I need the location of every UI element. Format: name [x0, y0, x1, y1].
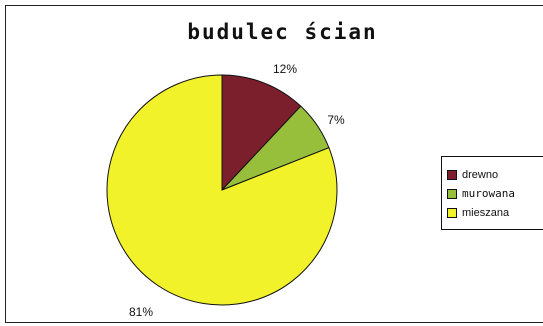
legend-swatch-drewno: [447, 169, 457, 180]
pie-slice-drewno: [221, 74, 302, 192]
legend-item-drewno: drewno: [447, 165, 543, 184]
legend-label-mieszana: mieszana: [462, 206, 510, 219]
legend-swatch-murowana: [447, 188, 457, 199]
legend-label-murowana: murowana: [462, 187, 515, 200]
slice-label-murowana: 7%: [327, 113, 345, 127]
chart-title: budulec ścian: [187, 20, 378, 44]
legend-swatch-mieszana: [447, 207, 457, 218]
legend-item-mieszana: mieszana: [447, 203, 543, 222]
slice-label-mieszana: 81%: [129, 305, 153, 319]
slice-label-drewno: 12%: [273, 62, 297, 76]
chart-legend: drewno murowana mieszana: [441, 156, 543, 230]
legend-item-murowana: murowana: [447, 184, 543, 203]
pie-labels: 12% 7% 81%: [129, 62, 345, 319]
pie-slices: [106, 74, 338, 306]
pie-slice-mieszana: [106, 74, 338, 306]
legend-label-drewno: drewno: [462, 168, 499, 181]
